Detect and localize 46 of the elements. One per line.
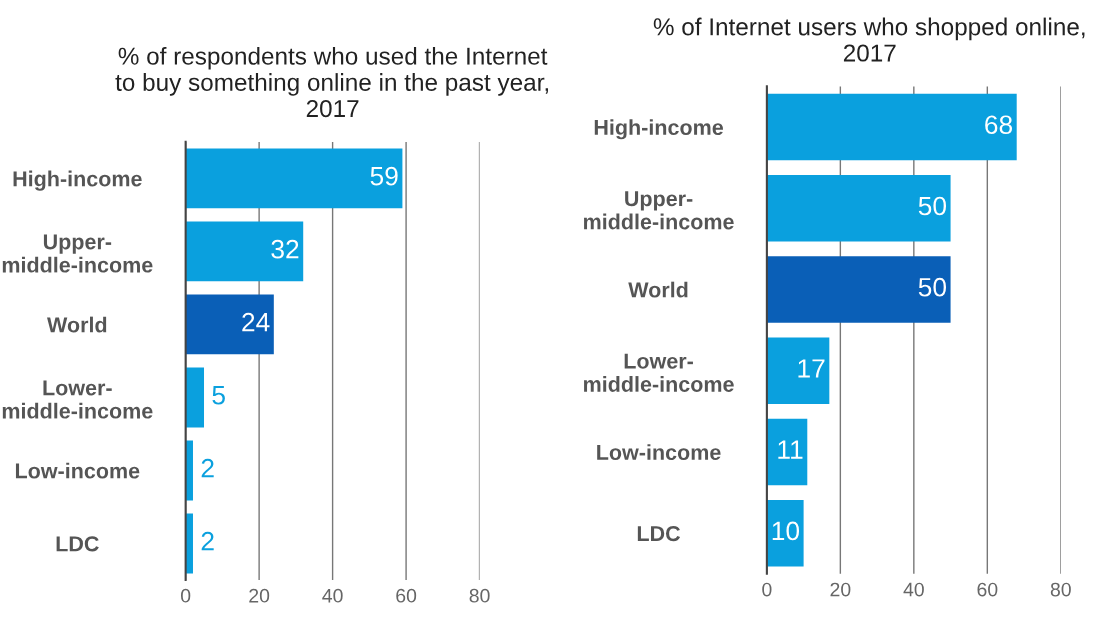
y-tick-label: Low-income bbox=[597, 444, 721, 460]
x-tick-label: 40 bbox=[322, 588, 343, 603]
x-tick-label: 0 bbox=[762, 582, 772, 597]
y-tick-label: LDC bbox=[637, 525, 681, 542]
bar bbox=[766, 256, 951, 323]
y-tick-label: World bbox=[628, 281, 688, 298]
data-label: 2 bbox=[201, 531, 214, 551]
bar bbox=[185, 221, 304, 282]
bar bbox=[766, 418, 808, 486]
y-tick-label: World bbox=[47, 316, 107, 333]
bar bbox=[185, 148, 403, 209]
chart-title: % of respondents who used the Internet to buy something online in the past year, 2017 bbox=[115, 46, 548, 118]
data-label: 68 bbox=[985, 115, 1013, 135]
chart-title: % of Internet users who shopped online, 2017 bbox=[653, 17, 1085, 62]
bar bbox=[766, 337, 830, 405]
bar bbox=[766, 174, 951, 242]
y-tick-label: Upper- middle-income bbox=[584, 191, 734, 230]
data-label: 10 bbox=[772, 521, 800, 541]
bar bbox=[766, 499, 804, 567]
y-tick-label: Low-income bbox=[15, 462, 140, 479]
x-tick-label: 80 bbox=[469, 588, 490, 603]
y-tick-label: High-income bbox=[594, 119, 723, 140]
x-tick-label: 20 bbox=[249, 588, 270, 603]
y-tick-label: Lower- middle-income bbox=[584, 353, 734, 392]
data-label: 24 bbox=[242, 312, 270, 332]
x-tick-label: 60 bbox=[396, 588, 417, 603]
x-tick-label: 60 bbox=[977, 582, 998, 597]
data-label: 2 bbox=[201, 458, 214, 478]
y-tick-label: Lower- middle-income bbox=[2, 380, 153, 419]
data-label: 5 bbox=[212, 386, 225, 405]
bar bbox=[766, 93, 1017, 161]
x-tick-label: 20 bbox=[830, 582, 851, 597]
x-tick-label: 80 bbox=[1050, 582, 1071, 597]
data-label: 50 bbox=[918, 196, 947, 216]
x-tick-label: 0 bbox=[180, 588, 191, 603]
x-tick-label: 40 bbox=[903, 582, 924, 597]
data-label: 50 bbox=[918, 277, 947, 297]
data-label: 11 bbox=[778, 440, 803, 459]
bar bbox=[185, 367, 205, 428]
data-label: 59 bbox=[370, 166, 398, 186]
y-tick-label: LDC bbox=[56, 536, 99, 552]
y-tick-label: Upper- middle-income bbox=[2, 234, 153, 273]
data-label: 32 bbox=[271, 239, 299, 259]
y-tick-label: High-income bbox=[13, 170, 142, 191]
bar bbox=[185, 294, 274, 355]
data-label: 17 bbox=[798, 359, 825, 378]
